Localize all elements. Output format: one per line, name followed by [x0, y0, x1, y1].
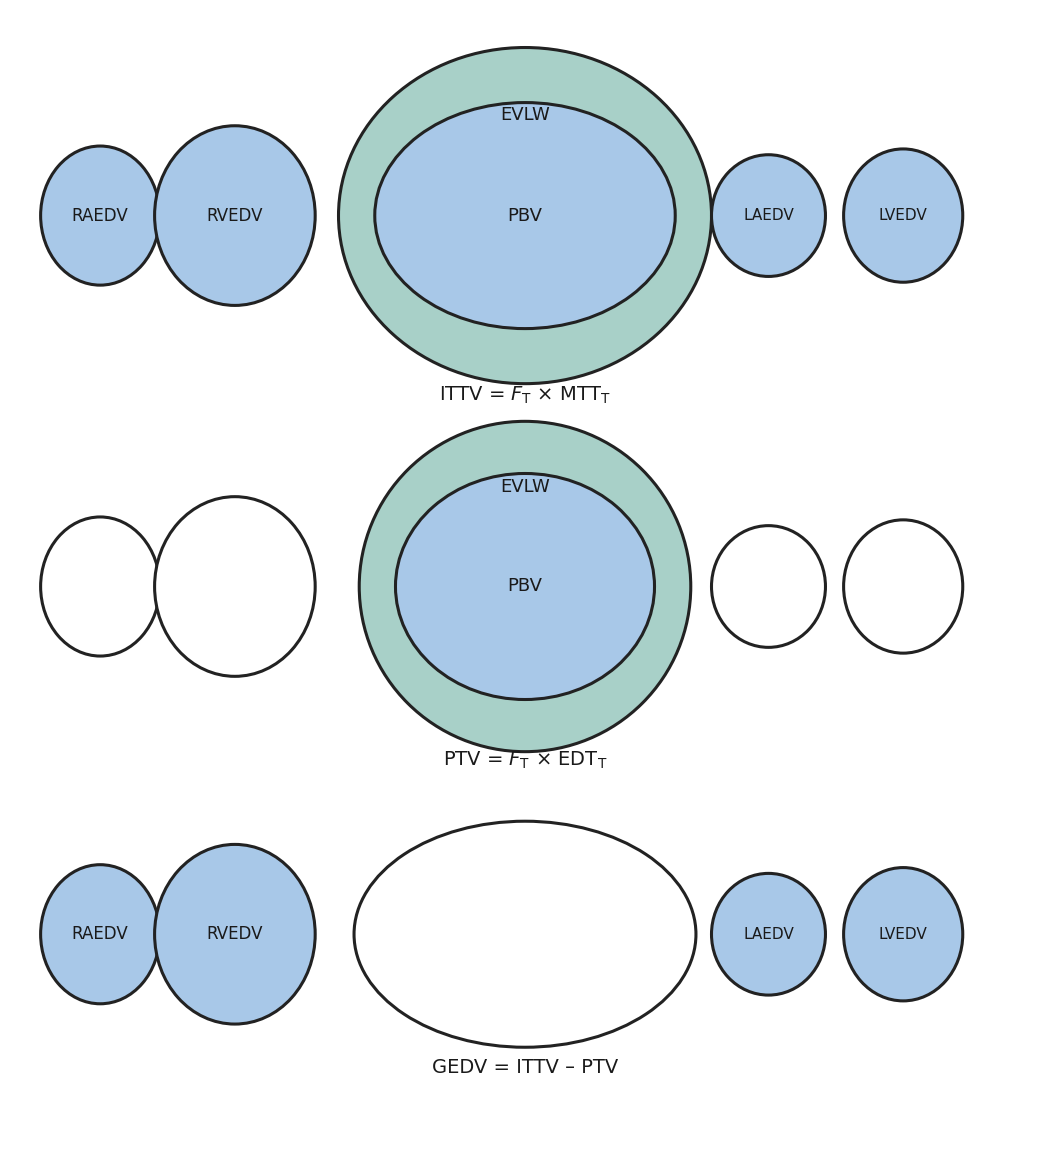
Text: EVLW: EVLW [500, 106, 550, 123]
Ellipse shape [843, 868, 963, 1001]
Ellipse shape [154, 126, 315, 305]
Text: RVEDV: RVEDV [207, 206, 264, 224]
Text: PBV: PBV [507, 206, 543, 224]
Text: PTV = $\mathit{F}_\mathrm{T}$ × EDT$_\mathrm{T}$: PTV = $\mathit{F}_\mathrm{T}$ × EDT$_\ma… [443, 750, 607, 771]
Ellipse shape [712, 526, 825, 647]
Text: RVEDV: RVEDV [207, 925, 264, 943]
Text: PBV: PBV [507, 577, 543, 596]
Ellipse shape [154, 845, 315, 1024]
Text: LVEDV: LVEDV [879, 208, 927, 223]
Ellipse shape [354, 821, 696, 1047]
Text: ITTV = $\mathit{F}_\mathrm{T}$ × MTT$_\mathrm{T}$: ITTV = $\mathit{F}_\mathrm{T}$ × MTT$_\m… [439, 385, 611, 406]
Ellipse shape [843, 149, 963, 283]
Ellipse shape [41, 865, 160, 1004]
Text: GEDV = ITTV – PTV: GEDV = ITTV – PTV [432, 1058, 618, 1077]
Text: LVEDV: LVEDV [879, 927, 927, 942]
Ellipse shape [41, 517, 160, 656]
Text: RAEDV: RAEDV [71, 925, 128, 943]
Ellipse shape [41, 145, 160, 285]
Ellipse shape [843, 520, 963, 653]
Ellipse shape [375, 102, 675, 328]
Ellipse shape [359, 421, 691, 752]
Ellipse shape [154, 496, 315, 677]
Text: RAEDV: RAEDV [71, 206, 128, 224]
Text: EVLW: EVLW [500, 479, 550, 496]
Text: LAEDV: LAEDV [743, 927, 794, 942]
Ellipse shape [396, 474, 654, 699]
Text: LAEDV: LAEDV [743, 208, 794, 223]
Ellipse shape [712, 155, 825, 277]
Ellipse shape [712, 874, 825, 995]
Ellipse shape [338, 48, 712, 384]
